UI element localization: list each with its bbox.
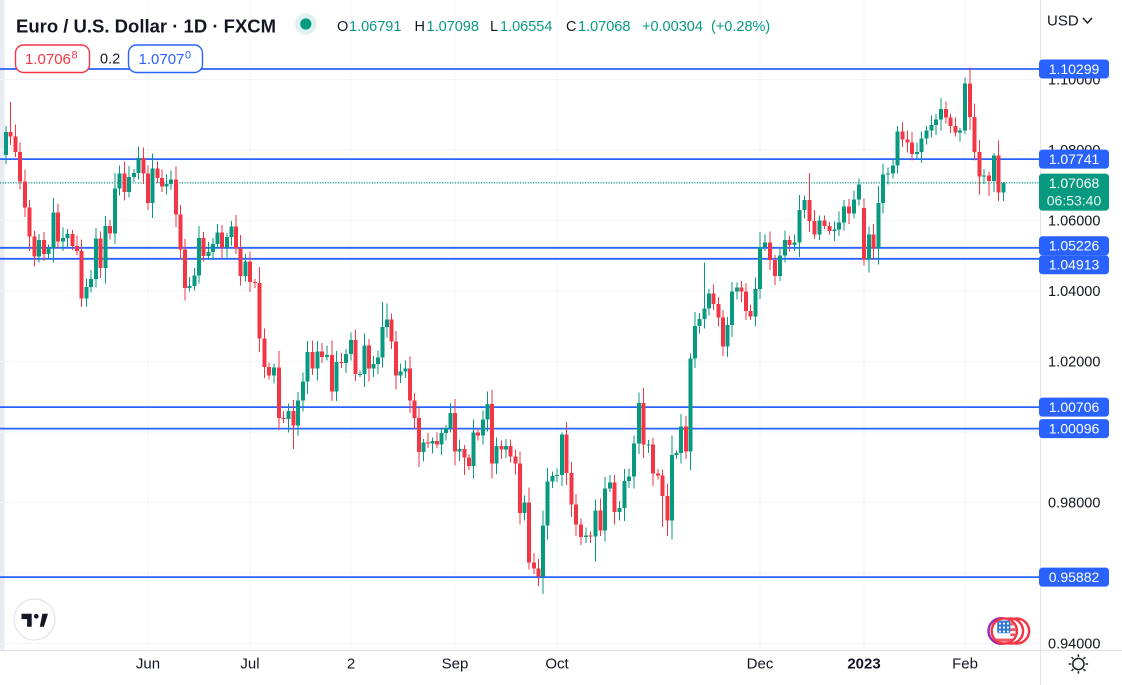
svg-text:O: O [337,19,348,35]
svg-text:1.06554: 1.06554 [500,19,552,35]
svg-text:1.04000: 1.04000 [1048,284,1100,300]
svg-text:0.94000: 0.94000 [1048,637,1100,653]
svg-text:USD: USD [1047,13,1079,30]
svg-text:+0.00304: +0.00304 [642,19,703,35]
svg-text:Dec: Dec [747,656,774,673]
svg-text:Jun: Jun [136,656,160,673]
svg-text:(+0.28%): (+0.28%) [711,19,770,35]
svg-text:0.98000: 0.98000 [1048,496,1100,512]
svg-text:1.07098: 1.07098 [427,19,479,35]
svg-text:1.02000: 1.02000 [1048,355,1100,371]
svg-text:8: 8 [72,50,78,62]
svg-text:Jul: Jul [240,656,259,673]
svg-text:1.07741: 1.07741 [1049,151,1100,167]
svg-text:0.95882: 0.95882 [1049,569,1100,585]
svg-text:2: 2 [347,656,355,673]
svg-text:Euro / U.S. Dollar · 1D · FXCM: Euro / U.S. Dollar · 1D · FXCM [16,16,276,37]
svg-text:1.00706: 1.00706 [1049,399,1100,415]
svg-text:1.10299: 1.10299 [1049,61,1100,77]
svg-text:2023: 2023 [847,656,880,673]
svg-text:1.0707: 1.0707 [139,51,185,68]
svg-text:1.00096: 1.00096 [1049,420,1100,436]
svg-text:H: H [415,19,425,35]
svg-text:C: C [566,19,576,35]
svg-text:Feb: Feb [952,656,978,673]
svg-text:06:53:40: 06:53:40 [1047,192,1102,208]
svg-text:0: 0 [185,50,191,62]
svg-text:Oct: Oct [545,656,569,673]
svg-text:Sep: Sep [442,656,469,673]
svg-text:1.04913: 1.04913 [1049,257,1100,273]
svg-text:1.0706: 1.0706 [25,51,71,68]
svg-text:1.07068: 1.07068 [1049,175,1100,191]
svg-text:1.06791: 1.06791 [349,19,401,35]
svg-text:1.07068: 1.07068 [578,19,630,35]
svg-text:L: L [490,19,498,35]
svg-text:0.2: 0.2 [100,52,120,68]
svg-text:1.06000: 1.06000 [1048,214,1100,230]
svg-text:1.05226: 1.05226 [1049,238,1100,254]
